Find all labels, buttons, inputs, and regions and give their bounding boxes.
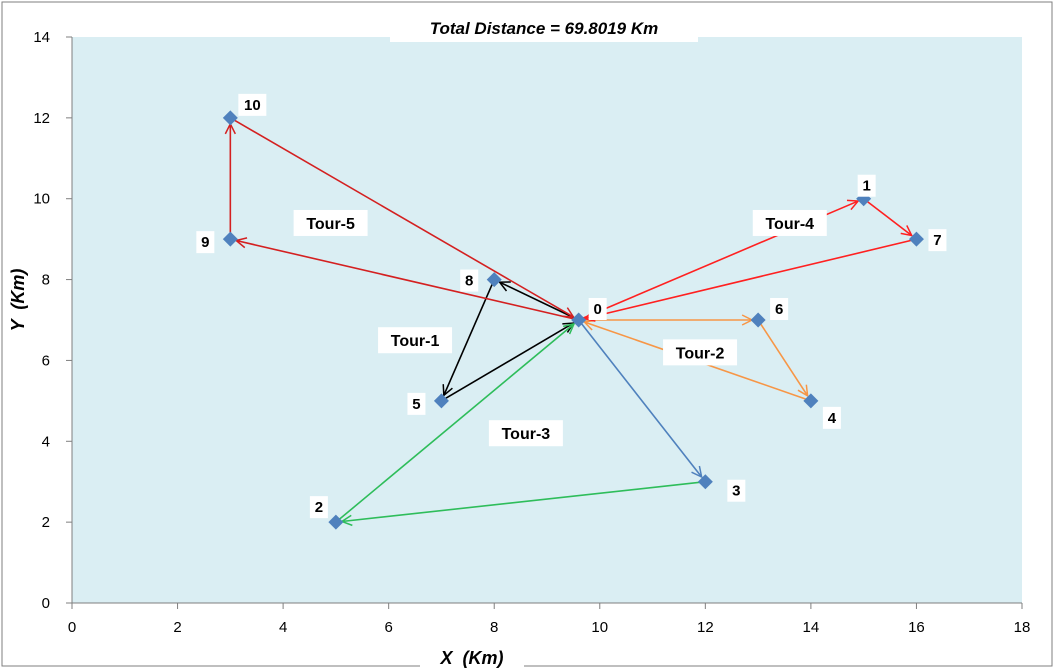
route-tour-5 [229,117,579,321]
tour-label-bg [378,327,453,354]
y-tick-label: 4 [42,433,50,450]
route-segment [335,324,574,523]
x-tick-label: 4 [279,619,287,636]
x-tick-label: 18 [1014,619,1031,636]
y-tick-label: 12 [33,110,50,127]
tour-label-tour-5: Tour-5 [306,216,355,233]
node-marker-3 [697,474,713,490]
node-label-bg [727,479,746,502]
route-segment [229,117,573,317]
node-label-0: 0 [593,301,601,318]
x-tick-label: 10 [591,619,608,636]
node-label-1: 1 [862,178,870,195]
node-marker-4 [803,393,819,409]
tour-label-bg [752,209,827,236]
routes [229,117,917,523]
tour-label-bg [488,420,563,447]
tour-label-tour-3: Tour-3 [502,426,551,443]
node-label-bg [407,392,426,415]
node-marker-10 [222,110,238,126]
tour-label-bg [293,209,368,236]
node-label-2: 2 [315,499,323,516]
node-label-bg [238,93,267,116]
y-tick-label: 8 [42,272,50,289]
route-segment [236,240,579,321]
route-segment [585,238,917,318]
node-marker-7 [908,231,924,247]
node-marker-2 [328,514,344,530]
x-axis-title: X (Km) [440,648,504,668]
route-segment [578,319,702,477]
node-marker-0 [571,312,587,328]
node-label-7: 7 [933,232,941,249]
node-label-8: 8 [465,273,473,290]
node-marker-9 [222,231,238,247]
route-tour-3 [335,319,706,523]
route-segment [757,319,807,396]
node-label-5: 5 [412,396,420,413]
labels: 0 1 2 3 4 5 6 7 8 9 10 Tour-1 Tour-2 Tour-3 Tour-4 Tour… [196,93,947,519]
node-label-6: 6 [775,301,783,318]
y-axis-title: Y (Km) [8,269,28,332]
chart-title: Total Distance = 69.8019 Km [430,19,659,38]
node-label-10: 10 [244,97,261,114]
node-label-bg [196,231,215,254]
y-tick-label: 6 [42,352,50,369]
node-label-3: 3 [732,483,740,500]
node-marker-5 [433,393,449,409]
tour-label-tour-4: Tour-4 [765,216,814,233]
title-background [390,14,698,42]
x-tick-label: 12 [697,619,714,636]
node-label-bg [857,174,876,197]
node-marker-8 [486,272,502,288]
route-segment [863,198,912,236]
node-label-bg [460,269,479,292]
title-group: Total Distance = 69.8019 Km [390,14,698,42]
tour-label-tour-1: Tour-1 [391,333,440,350]
node-label-bg [309,496,328,519]
x-tick-label: 2 [173,619,181,636]
route-segment [342,480,706,522]
node-label-bg [770,298,789,320]
node-label-bg [822,406,841,429]
node-label-4: 4 [828,410,837,427]
markers [222,110,924,530]
tour-label-bg [663,339,738,366]
y-tick-label: 0 [42,595,50,612]
route-segment [441,323,573,402]
plot-area [72,37,1022,603]
node-label-bg [588,298,607,320]
node-label-9: 9 [201,234,209,251]
y-axis-title-group: Y (Km) [8,269,28,332]
y-tick-label: 2 [42,514,50,531]
y-tick-label: 10 [33,191,50,208]
x-tick-label: 6 [384,619,392,636]
x-tick-label: 16 [908,619,925,636]
node-marker-6 [750,312,766,328]
node-label-bg [928,229,947,252]
x-tick-label: 0 [68,619,76,636]
y-tick-label: 14 [33,29,50,46]
x-axis-title-background [420,647,524,668]
x-tick-label: 8 [490,619,498,636]
x-tick-label: 14 [803,619,820,636]
tour-label-tour-2: Tour-2 [676,345,725,362]
x-axis-title-group: X (Km) [420,647,524,668]
